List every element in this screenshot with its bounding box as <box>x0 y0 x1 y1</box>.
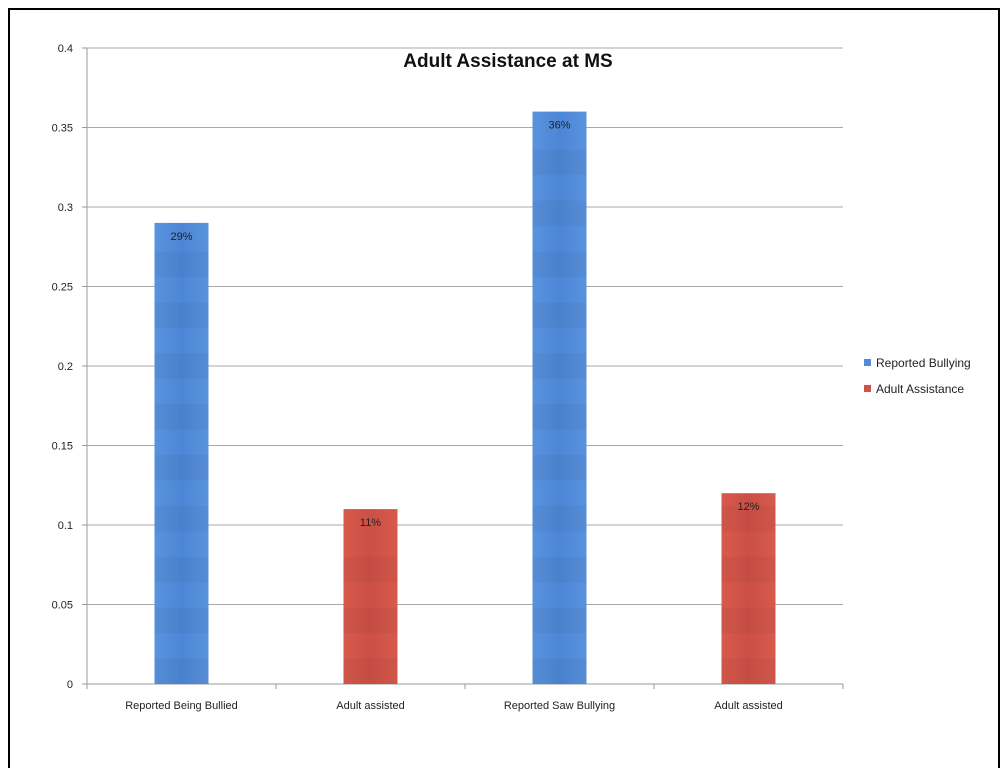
bar-shading <box>344 659 398 684</box>
chart-frame <box>8 8 1000 768</box>
x-category-label: Reported Being Bullied <box>125 700 238 712</box>
bar-shading <box>155 302 209 327</box>
x-category-label: Reported Saw Bullying <box>504 700 615 712</box>
y-tick-label: 0 <box>67 679 73 691</box>
chart-title: Adult Assistance at MS <box>403 51 612 72</box>
x-category-label: Adult assisted <box>714 700 782 712</box>
gridlines <box>87 47 843 605</box>
bar-shading <box>722 608 776 633</box>
bar-shading <box>155 404 209 429</box>
bar-shading <box>344 608 398 633</box>
bars <box>154 111 776 685</box>
bar <box>721 493 776 684</box>
bar-shading <box>533 557 587 582</box>
y-tick-label: 0.05 <box>52 600 73 612</box>
x-category-label: Adult assisted <box>336 700 404 712</box>
y-tick-label: 0.35 <box>52 123 73 135</box>
y-tick-label: 0.25 <box>52 282 73 294</box>
legend-label: Adult Assistance <box>876 382 964 396</box>
data-label: 12% <box>737 501 759 513</box>
y-tick-label: 0.15 <box>52 441 73 453</box>
legend: Reported Bullying Adult Assistance <box>864 356 971 396</box>
bar-shading <box>533 506 587 531</box>
bar <box>154 222 209 684</box>
y-tick-label: 0.1 <box>58 520 73 532</box>
bar-shading <box>155 455 209 480</box>
bar-shading <box>155 353 209 378</box>
bar-shading <box>155 659 209 684</box>
data-label: 36% <box>548 120 570 132</box>
y-tick-label: 0.2 <box>58 361 73 373</box>
bar-shading <box>533 353 587 378</box>
bar-shading <box>533 608 587 633</box>
bar-shading <box>533 404 587 429</box>
bar-shading <box>533 455 587 480</box>
legend-swatch <box>864 359 871 366</box>
bar <box>532 111 587 685</box>
bar-shading <box>155 608 209 633</box>
legend-swatch <box>864 385 871 392</box>
axes: 0 0.05 0.1 0.15 0.2 0.25 0.3 0.35 0.4 Reported Be… <box>52 43 844 712</box>
bar-shading <box>533 150 587 175</box>
bar-shading <box>533 302 587 327</box>
data-label: 29% <box>170 231 192 243</box>
bar-shading <box>155 252 209 277</box>
bar <box>343 509 398 684</box>
y-tick-label: 0.4 <box>58 43 73 55</box>
bar-shading <box>533 201 587 226</box>
bar-shading <box>722 557 776 582</box>
y-tick-label: 0.3 <box>58 202 73 214</box>
bar-shading <box>533 252 587 277</box>
bar-shading <box>155 506 209 531</box>
bar-shading <box>533 659 587 684</box>
bar-shading <box>722 659 776 684</box>
bar-shading <box>155 557 209 582</box>
legend-label: Reported Bullying <box>876 356 971 370</box>
bar-shading <box>344 557 398 582</box>
data-label: 11% <box>360 517 381 529</box>
labels: 29% 36% 11% 12% <box>170 120 759 529</box>
